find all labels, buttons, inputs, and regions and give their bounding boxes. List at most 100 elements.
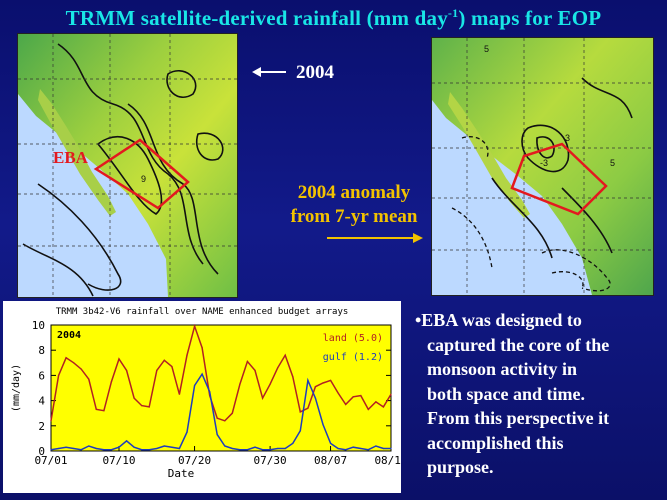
data-point: [261, 397, 264, 399]
data-point: [292, 442, 294, 445]
data-point: [299, 430, 301, 432]
contour-label: 5: [484, 44, 489, 54]
data-point: [103, 449, 105, 451]
contour-label: 5: [610, 158, 615, 168]
x-axis-label: Date: [168, 467, 195, 480]
data-point: [178, 447, 181, 450]
data-point: [80, 368, 82, 370]
data-point: [133, 397, 135, 399]
data-point: [314, 397, 317, 399]
y-tick-label: 0: [38, 445, 45, 458]
data-point: [193, 384, 196, 387]
page-title: TRMM satellite-derived rainfall (mm day-…: [65, 6, 602, 30]
data-point: [284, 354, 286, 356]
data-point: [292, 376, 294, 378]
data-point: [314, 386, 317, 388]
data-point: [50, 420, 52, 422]
data-point: [163, 445, 165, 447]
data-point: [141, 449, 143, 451]
data-point: [239, 383, 241, 385]
data-point: [73, 362, 75, 364]
data-point: [133, 446, 135, 448]
data-point: [382, 447, 385, 450]
data-point: [390, 447, 392, 450]
data-point: [118, 446, 120, 448]
data-point: [390, 393, 392, 395]
data-point: [345, 449, 347, 451]
data-point: [156, 369, 158, 371]
y-axis-label: (mm/day): [11, 364, 22, 412]
contour-label: 9: [141, 174, 146, 184]
data-point: [337, 392, 339, 394]
data-point: [246, 360, 249, 363]
data-point: [201, 347, 203, 349]
data-point: [73, 447, 75, 450]
x-tick-label: 07/30: [254, 454, 287, 467]
data-point: [163, 359, 165, 361]
x-tick-label: 07/01: [34, 454, 67, 467]
data-point: [337, 447, 339, 450]
chart-panel-label: 2004: [57, 330, 81, 341]
legend-gulf: gulf (1.2): [323, 352, 383, 363]
data-point: [231, 447, 233, 450]
series-line-gulf: [50, 372, 391, 451]
bullet-line-3: monsoon activity in: [427, 359, 578, 379]
data-point: [352, 446, 354, 448]
anomaly-caption: 2004 anomaly from 7-yr mean: [274, 181, 434, 229]
x-tick-label: 07/20: [178, 454, 211, 467]
data-point: [322, 423, 324, 426]
data-point: [329, 379, 332, 382]
anomaly-line-1: 2004 anomaly: [297, 182, 411, 203]
data-point: [186, 431, 188, 433]
bullet-text: •EBA was designed to captured the core o…: [415, 308, 665, 480]
data-point: [110, 381, 113, 383]
data-point: [65, 446, 67, 448]
data-point: [329, 442, 332, 445]
plot-area: [50, 324, 392, 452]
data-point: [171, 365, 173, 368]
data-point: [209, 391, 211, 393]
anomaly-line-2: from 7-yr mean: [290, 206, 418, 227]
data-point: [50, 449, 52, 451]
data-point: [125, 369, 128, 371]
data-point: [186, 354, 188, 356]
data-point: [216, 417, 218, 419]
bullet-line-1: •EBA was designed to: [415, 310, 582, 330]
data-point: [88, 445, 90, 447]
data-point: [201, 373, 203, 375]
data-point: [367, 408, 369, 411]
chart-title: TRMM 3b42-V6 rainfall over NAME enhanced…: [56, 307, 349, 317]
data-point: [382, 406, 385, 408]
x-tick-label: 08/07: [314, 454, 347, 467]
bullet-line-7: purpose.: [427, 457, 494, 477]
data-point: [57, 447, 60, 450]
data-point: [118, 358, 120, 360]
y-tick-label: 6: [38, 369, 45, 382]
data-point: [110, 449, 113, 451]
y-tick-label: 2: [38, 420, 45, 433]
legend-land: land (5.0): [323, 333, 383, 344]
series-line-land: [50, 323, 392, 422]
data-point: [367, 449, 369, 451]
data-point: [322, 382, 324, 384]
data-point: [352, 396, 354, 398]
bullet-line-5: From this perspective it: [427, 408, 610, 428]
bullet-line-6: accomplished this: [427, 432, 564, 453]
data-point: [95, 447, 97, 450]
rainfall-map-2004: 9: [17, 33, 238, 298]
data-point: [375, 445, 377, 447]
rainfall-anomaly-map: 5 -3 3 5: [431, 37, 654, 296]
data-point: [254, 446, 256, 448]
data-point: [375, 401, 377, 403]
data-point: [80, 449, 82, 451]
data-point: [148, 449, 150, 451]
data-point: [261, 449, 264, 451]
data-point: [307, 379, 309, 382]
data-point: [345, 403, 347, 405]
data-point: [246, 449, 249, 451]
data-point: [239, 449, 241, 451]
data-point: [299, 411, 301, 413]
data-point: [360, 447, 362, 450]
data-point: [141, 405, 143, 407]
data-point: [88, 378, 90, 380]
